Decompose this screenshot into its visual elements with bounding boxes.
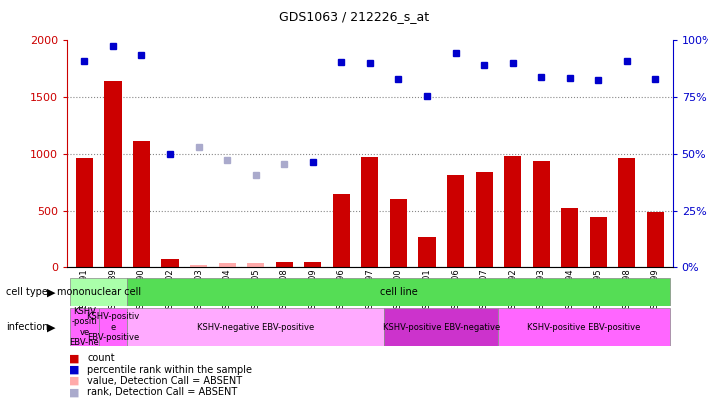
Bar bbox=[390, 199, 407, 267]
Bar bbox=[219, 263, 236, 267]
Text: GDS1063 / 212226_s_at: GDS1063 / 212226_s_at bbox=[279, 10, 429, 23]
Bar bbox=[618, 158, 636, 267]
Bar bbox=[447, 175, 464, 267]
Text: count: count bbox=[87, 354, 115, 363]
Bar bbox=[247, 263, 264, 267]
Text: ■: ■ bbox=[69, 365, 80, 375]
Text: cell line: cell line bbox=[379, 287, 417, 297]
Bar bbox=[561, 208, 578, 267]
Text: KSHV-negative EBV-positive: KSHV-negative EBV-positive bbox=[197, 322, 314, 332]
Bar bbox=[190, 265, 207, 267]
Text: KSHV-positive EBV-negative: KSHV-positive EBV-negative bbox=[383, 322, 500, 332]
Text: infection: infection bbox=[6, 322, 48, 332]
Bar bbox=[127, 278, 670, 306]
Text: mononuclear cell: mononuclear cell bbox=[57, 287, 141, 297]
Text: ■: ■ bbox=[69, 376, 80, 386]
Bar bbox=[647, 212, 664, 267]
Bar bbox=[133, 141, 150, 267]
Text: KSHV-positiv
e
EBV-positive: KSHV-positiv e EBV-positive bbox=[86, 312, 139, 342]
Bar bbox=[127, 308, 384, 346]
Bar bbox=[418, 237, 435, 267]
Bar bbox=[275, 262, 293, 267]
Bar bbox=[161, 259, 178, 267]
Text: ▶: ▶ bbox=[47, 322, 56, 332]
Text: rank, Detection Call = ABSENT: rank, Detection Call = ABSENT bbox=[87, 388, 237, 397]
Bar bbox=[70, 278, 127, 306]
Bar bbox=[498, 308, 670, 346]
Bar bbox=[476, 172, 493, 267]
Bar bbox=[104, 81, 122, 267]
Text: ■: ■ bbox=[69, 388, 80, 397]
Text: percentile rank within the sample: percentile rank within the sample bbox=[87, 365, 252, 375]
Text: value, Detection Call = ABSENT: value, Detection Call = ABSENT bbox=[87, 376, 242, 386]
Bar bbox=[504, 156, 521, 267]
Bar bbox=[76, 158, 93, 267]
Bar bbox=[304, 262, 321, 267]
Text: KSHV
-positi
ve
EBV-ne: KSHV -positi ve EBV-ne bbox=[69, 307, 99, 347]
Text: ■: ■ bbox=[69, 354, 80, 363]
Bar bbox=[98, 308, 127, 346]
Text: cell type: cell type bbox=[6, 288, 47, 297]
Bar bbox=[70, 308, 98, 346]
Bar bbox=[333, 194, 350, 267]
Text: KSHV-positive EBV-positive: KSHV-positive EBV-positive bbox=[527, 322, 641, 332]
Text: ▶: ▶ bbox=[47, 288, 56, 297]
Bar bbox=[361, 157, 379, 267]
Bar bbox=[532, 161, 550, 267]
Bar bbox=[384, 308, 498, 346]
Bar bbox=[590, 217, 607, 267]
